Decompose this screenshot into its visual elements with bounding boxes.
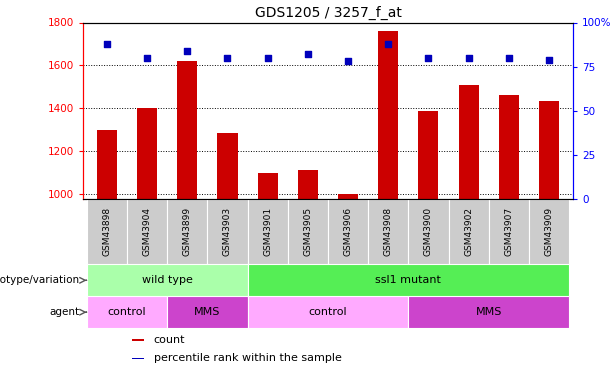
Text: GSM43902: GSM43902 [464, 207, 473, 256]
Bar [87, 296, 167, 328]
Bar [248, 296, 408, 328]
Point [102, 40, 112, 46]
Text: wild type: wild type [142, 275, 192, 285]
Point [383, 40, 393, 46]
Point [544, 57, 554, 63]
Text: genotype/variation: genotype/variation [0, 275, 80, 285]
Bar [127, 199, 167, 264]
Bar [368, 199, 408, 264]
Bar [137, 108, 157, 199]
Point [223, 55, 232, 61]
Bar [248, 199, 287, 264]
Bar [177, 61, 197, 199]
Bar [167, 199, 207, 264]
Point [504, 55, 514, 61]
Bar [529, 199, 569, 264]
Bar [499, 94, 519, 199]
Bar [419, 111, 438, 199]
Text: GSM43903: GSM43903 [223, 207, 232, 256]
Text: GSM43909: GSM43909 [544, 207, 554, 256]
Text: GSM43901: GSM43901 [263, 207, 272, 256]
Point [424, 55, 433, 61]
Title: GDS1205 / 3257_f_at: GDS1205 / 3257_f_at [254, 6, 402, 20]
Bar [539, 101, 559, 199]
Bar [459, 85, 479, 199]
Text: MMS: MMS [476, 307, 502, 317]
Text: GSM43898: GSM43898 [102, 207, 112, 256]
Text: control: control [308, 307, 348, 317]
Bar [97, 130, 117, 199]
Bar [449, 199, 489, 264]
Text: GSM43905: GSM43905 [303, 207, 313, 256]
Bar [408, 199, 449, 264]
Point [182, 48, 192, 54]
Bar [408, 296, 569, 328]
Bar [287, 199, 328, 264]
Text: GSM43908: GSM43908 [384, 207, 393, 256]
Bar [328, 199, 368, 264]
Bar [132, 339, 144, 341]
Text: percentile rank within the sample: percentile rank within the sample [154, 353, 341, 363]
Point [303, 51, 313, 57]
Bar [87, 199, 127, 264]
Bar [378, 31, 398, 199]
Bar [132, 357, 144, 359]
Text: MMS: MMS [194, 307, 221, 317]
Bar [298, 170, 318, 199]
Text: GSM43907: GSM43907 [504, 207, 513, 256]
Point [142, 55, 152, 61]
Point [343, 58, 353, 64]
Bar [218, 133, 237, 199]
Bar [338, 195, 358, 199]
Bar [248, 264, 569, 296]
Bar [207, 199, 248, 264]
Text: count: count [154, 335, 185, 345]
Text: control: control [108, 307, 147, 317]
Bar [257, 173, 278, 199]
Text: GSM43900: GSM43900 [424, 207, 433, 256]
Bar [87, 264, 248, 296]
Bar [167, 296, 248, 328]
Text: ssl1 mutant: ssl1 mutant [375, 275, 441, 285]
Point [263, 55, 273, 61]
Text: GSM43904: GSM43904 [143, 207, 151, 256]
Bar [489, 199, 529, 264]
Text: GSM43899: GSM43899 [183, 207, 192, 256]
Point [464, 55, 474, 61]
Text: GSM43906: GSM43906 [343, 207, 352, 256]
Text: agent: agent [50, 307, 80, 317]
